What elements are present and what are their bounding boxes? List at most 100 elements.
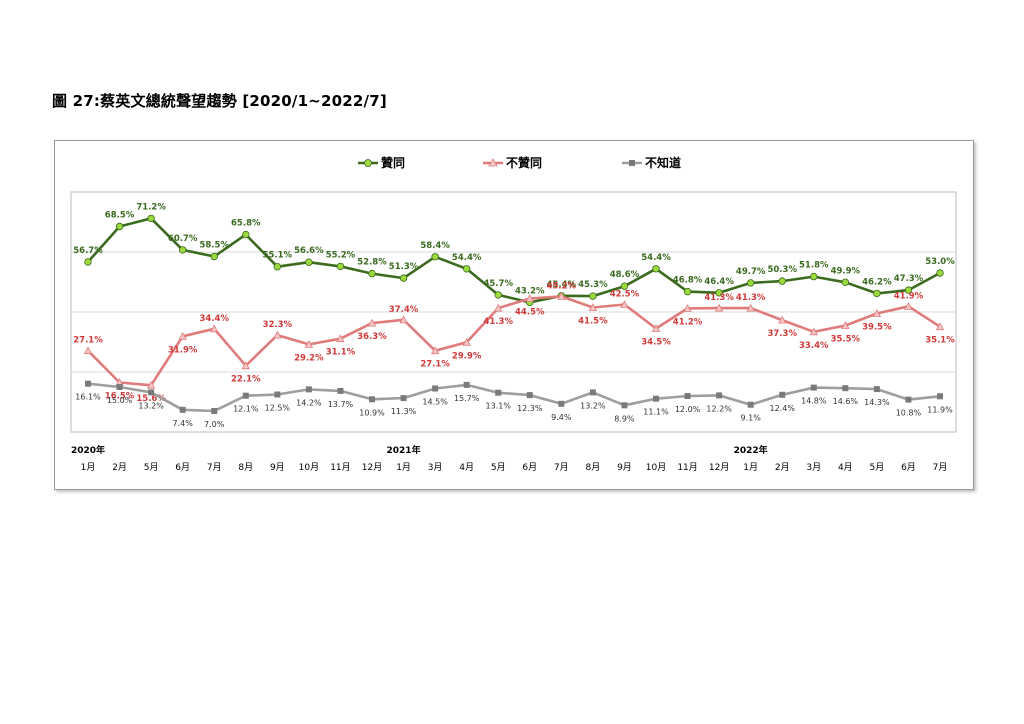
data-label-unknown: 10.8% [896,409,922,418]
data-label-disapprove: 36.3% [357,332,387,342]
data-point-disapprove [336,334,345,343]
data-point-unknown [684,393,691,399]
data-label-disapprove: 39.5% [862,323,892,333]
data-point-unknown [621,402,628,409]
x-tick-label: 4月 [838,462,853,473]
x-tick-label: 9月 [270,462,285,473]
data-point-unknown [589,389,596,396]
data-label-approve: 56.7% [73,246,103,256]
x-tick-label: 11月 [677,462,697,473]
data-label-unknown: 14.5% [422,398,448,407]
data-label-approve: 53.0% [925,257,955,267]
legend-swatch-unknown [622,159,642,166]
data-point-unknown [211,408,218,414]
data-label-unknown: 13.1% [486,402,512,411]
data-label-unknown: 10.9% [359,408,385,417]
data-point-disapprove [273,330,282,339]
x-tick-label: 1月 [396,462,411,473]
data-label-disapprove: 41.3% [736,293,766,303]
data-label-approve: 48.6% [610,270,640,280]
legend-swatch-disapprove [483,157,503,166]
data-point-unknown [905,396,912,403]
data-label-unknown: 14.6% [833,397,859,406]
data-label-approve: 52.8% [357,258,387,268]
data-label-disapprove: 35.1% [925,336,955,346]
data-point-disapprove [462,337,471,346]
data-point-disapprove [210,324,219,333]
data-label-approve: 55.2% [326,250,356,260]
data-label-unknown: 13.2% [580,401,606,410]
x-tick-label: 5月 [491,462,506,473]
x-tick-label: 9月 [617,462,632,473]
data-label-disapprove: 34.4% [199,314,229,324]
x-tick-label: 5月 [144,462,159,473]
x-year-label: 2021年 [387,444,421,456]
data-point-disapprove [588,303,598,311]
data-label-disapprove: 16.5% [105,392,135,402]
data-label-approve: 45.4% [547,280,577,290]
data-point-approve [841,278,850,286]
data-label-approve: 51.8% [799,261,829,271]
data-label-approve: 45.3% [578,280,608,290]
data-point-disapprove [778,315,787,324]
series-line-2 [87,382,941,413]
data-point-unknown [463,381,470,388]
data-label-approve: 55.1% [263,251,293,261]
x-tick-label: 10月 [646,462,666,473]
data-point-disapprove [872,309,882,317]
data-label-approve: 49.7% [736,267,766,277]
legend-swatch-approve [358,158,378,167]
data-point-disapprove [935,322,945,331]
x-tick-label: 4月 [459,462,474,473]
data-point-approve [273,263,282,271]
data-label-disapprove: 29.9% [452,351,482,361]
x-tick-label: 6月 [175,462,190,473]
data-label-disapprove: 33.4% [799,341,829,351]
data-point-approve [462,265,471,273]
x-tick-label: 5月 [870,462,885,473]
data-label-unknown: 11.3% [391,407,417,416]
data-point-approve [810,272,818,281]
x-tick-label: 6月 [522,462,537,473]
data-label-unknown: 15.0% [107,396,133,405]
data-point-approve [242,230,250,239]
data-point-approve [936,269,944,277]
data-label-disapprove: 37.4% [389,305,419,315]
data-label-unknown: 8.9% [614,414,635,423]
data-label-disapprove: 41.3% [704,293,734,303]
data-label-unknown: 14.2% [296,398,322,407]
data-point-approve [494,291,502,299]
data-point-approve [683,287,692,296]
data-label-unknown: 9.1% [741,414,762,423]
data-point-unknown [937,393,943,400]
data-point-disapprove [683,304,692,312]
data-label-disapprove: 27.1% [73,336,103,346]
data-point-unknown [526,392,533,399]
data-point-disapprove [714,303,724,312]
data-point-approve [715,289,723,297]
data-label-approve: 54.4% [452,253,482,263]
data-point-approve [399,274,408,282]
data-point-approve [84,258,92,266]
series-line-1 [87,295,941,387]
data-point-approve [178,246,187,254]
data-label-approve: 46.4% [704,277,734,287]
data-label-unknown: 14.3% [864,398,890,407]
data-point-unknown [85,380,91,387]
data-label-approve: 58.4% [420,241,450,251]
data-point-disapprove [304,340,314,348]
data-point-unknown [747,401,754,408]
data-label-approve: 60.7% [168,234,198,244]
x-tick-label: 8月 [238,462,253,473]
data-point-disapprove [241,361,250,370]
data-point-disapprove [367,318,377,327]
data-point-approve [431,253,439,261]
data-point-unknown [337,387,344,394]
data-label-unknown: 9.4% [551,413,572,422]
data-label-disapprove: 15.6% [136,394,166,404]
data-label-approve: 47.3% [894,274,924,284]
data-point-unknown [653,395,659,402]
data-label-unknown: 12.1% [233,405,259,414]
data-label-disapprove: 31.9% [168,345,198,355]
